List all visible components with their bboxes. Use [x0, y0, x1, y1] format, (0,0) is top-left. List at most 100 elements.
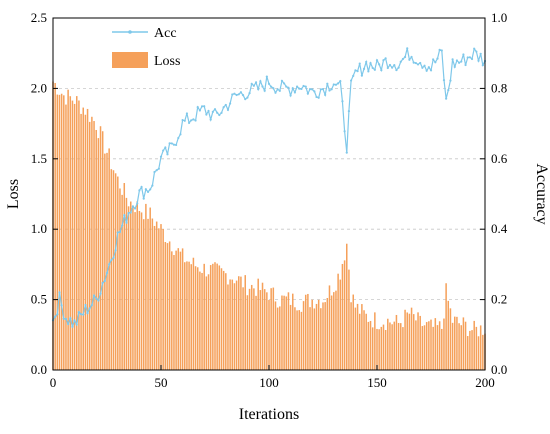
loss-bar — [436, 325, 439, 370]
loss-bar — [438, 321, 441, 370]
loss-bar — [71, 100, 74, 371]
loss-bar — [404, 309, 406, 370]
loss-bars — [52, 81, 486, 371]
loss-bar — [158, 228, 160, 370]
acc-point — [304, 85, 307, 88]
loss-bar — [88, 121, 91, 370]
acc-point — [64, 317, 68, 321]
loss-bar — [248, 288, 251, 370]
acc-point — [149, 188, 152, 191]
acc-point — [58, 291, 61, 294]
acc-point — [177, 136, 180, 140]
y-right-tick-label: 0.8 — [491, 80, 507, 95]
acc-point — [403, 55, 407, 59]
loss-bar — [343, 260, 346, 370]
y-axis-left-title: Loss — [5, 179, 22, 209]
loss-bar — [140, 212, 143, 370]
acc-point — [207, 109, 210, 113]
loss-bar — [196, 267, 199, 370]
acc-point — [254, 81, 258, 84]
loss-bar — [60, 93, 63, 371]
loss-bar — [186, 261, 188, 370]
acc-point — [382, 59, 385, 62]
acc-point — [218, 113, 221, 117]
loss-bar — [294, 307, 296, 370]
loss-bar — [179, 251, 182, 370]
loss-bar — [270, 288, 272, 370]
loss-bar — [257, 278, 259, 370]
acc-point — [356, 69, 359, 73]
legend-acc-marker — [128, 30, 132, 34]
acc-point — [211, 110, 214, 113]
loss-bar — [151, 218, 154, 370]
loss-bar — [371, 327, 374, 370]
loss-bar — [235, 280, 238, 370]
y-right-tick-label: 0.4 — [491, 221, 508, 236]
loss-bar — [229, 279, 231, 370]
acc-point — [187, 121, 191, 125]
acc-point — [190, 119, 193, 122]
loss-bar — [283, 295, 285, 370]
loss-bar — [153, 225, 156, 370]
loss-bar — [412, 314, 415, 370]
acc-point — [250, 82, 253, 85]
acc-point — [421, 66, 424, 69]
acc-point — [362, 67, 366, 70]
loss-bar — [460, 325, 462, 370]
x-tick-label: 200 — [475, 375, 495, 390]
acc-point — [328, 89, 331, 92]
acc-point — [395, 68, 398, 72]
loss-bar — [389, 322, 391, 370]
loss-bar — [415, 320, 417, 370]
acc-point — [246, 96, 249, 99]
acc-point — [438, 48, 441, 51]
loss-bar — [479, 325, 482, 370]
acc-point — [358, 62, 361, 65]
loss-bar — [475, 326, 478, 370]
acc-point — [222, 106, 225, 109]
loss-bar — [220, 268, 223, 370]
loss-bar — [194, 266, 197, 370]
loss-bar — [93, 121, 95, 370]
loss-bar — [99, 126, 102, 370]
acc-point — [95, 297, 98, 300]
acc-point — [259, 80, 262, 83]
loss-bar — [328, 285, 331, 370]
y-right-tick-label: 0.0 — [491, 362, 507, 377]
loss-bar — [309, 307, 311, 370]
loss-bar — [333, 292, 335, 370]
acc-point — [306, 92, 309, 95]
acc-point — [481, 64, 484, 67]
acc-point — [287, 86, 290, 89]
acc-point — [181, 118, 184, 122]
acc-point — [140, 185, 143, 189]
loss-bar — [117, 176, 119, 370]
loss-bar — [114, 173, 117, 370]
acc-point — [248, 92, 251, 95]
loss-bar — [315, 303, 318, 370]
loss-bar — [246, 295, 249, 370]
loss-bar — [134, 212, 136, 370]
acc-point — [129, 211, 132, 214]
acc-point — [445, 97, 448, 100]
acc-point — [440, 49, 443, 52]
loss-bar — [300, 311, 303, 370]
loss-bar — [289, 304, 292, 370]
loss-bar — [378, 329, 380, 370]
loss-bar — [428, 321, 430, 370]
acc-point — [429, 69, 433, 72]
acc-point — [380, 69, 383, 72]
loss-bar — [242, 287, 244, 370]
loss-bar — [406, 312, 408, 370]
acc-point — [447, 89, 450, 92]
acc-point — [192, 118, 195, 121]
loss-bar — [253, 288, 255, 370]
acc-point — [319, 88, 322, 91]
acc-point — [425, 69, 428, 72]
loss-bar — [430, 319, 432, 370]
acc-point — [466, 56, 469, 59]
acc-point — [302, 84, 305, 88]
loss-bar — [69, 96, 72, 371]
loss-bar — [95, 129, 97, 370]
